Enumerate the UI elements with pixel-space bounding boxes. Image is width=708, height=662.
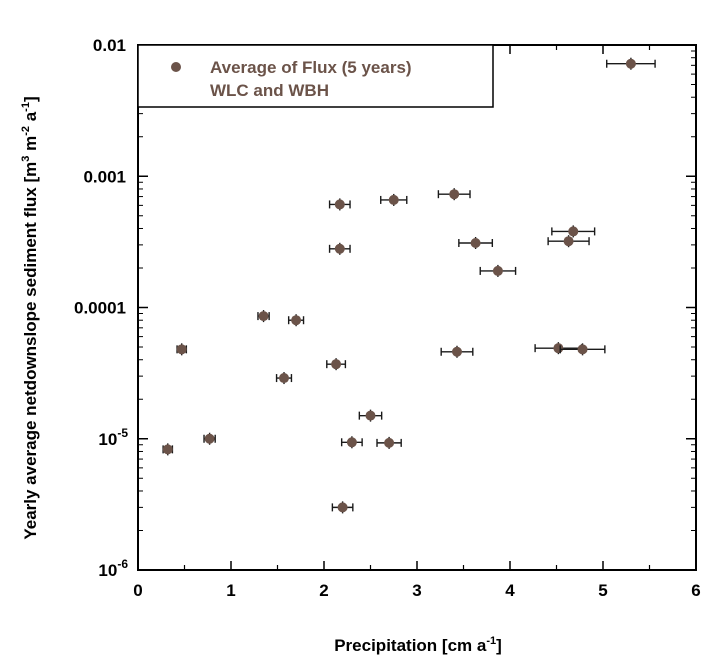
x-axis-title: Precipitation [cm a-1]	[334, 635, 502, 655]
data-point	[470, 238, 481, 249]
y-tick-label: 0.01	[93, 36, 126, 55]
y-tick-label-base: 10	[98, 561, 117, 580]
y-tick-label: 0.0001	[74, 299, 126, 318]
x-tick-label: 4	[505, 581, 515, 600]
x-tick-label: 6	[691, 581, 700, 600]
data-point-group	[275, 372, 293, 385]
data-point-group	[176, 343, 188, 356]
data-point	[334, 199, 345, 210]
data-point	[162, 444, 173, 455]
y-tick-label-exp: -6	[117, 557, 128, 571]
data-point	[334, 243, 345, 254]
y-axis-title-sup2: -2	[20, 126, 32, 136]
x-tick-label: 2	[319, 581, 328, 600]
data-point	[279, 373, 290, 384]
data-point-group	[257, 310, 270, 323]
legend-line-2: WLC and WBH	[210, 81, 329, 100]
y-axis-title-sup1: 3	[20, 156, 32, 162]
y-tick-label: 10-6	[98, 557, 128, 580]
data-point	[365, 410, 376, 421]
x-axis-title-main: Precipitation [cm a	[334, 636, 487, 655]
data-point-group	[440, 345, 474, 358]
x-tick-label: 1	[226, 581, 235, 600]
data-point	[625, 58, 636, 69]
data-point	[384, 437, 395, 448]
y-tick-label: 10-5	[98, 426, 128, 449]
data-point	[553, 343, 564, 354]
y-axis-title-sup3: -1	[20, 102, 32, 112]
data-point-group	[358, 409, 383, 422]
x-tick-label: 3	[412, 581, 421, 600]
data-point	[449, 189, 460, 200]
data-point-group	[328, 242, 351, 255]
data-point-group	[437, 188, 471, 201]
y-axis-title-mid2: a	[21, 111, 40, 126]
data-point-group	[376, 436, 402, 449]
data-point	[492, 265, 503, 276]
data-point-group	[331, 501, 354, 514]
plot-frame	[137, 44, 697, 571]
data-point-group	[287, 314, 305, 327]
x-tick-label: 0	[133, 581, 142, 600]
legend-line-1: Average of Flux (5 years)	[210, 58, 412, 77]
data-point-group	[203, 432, 216, 445]
legend-box	[137, 44, 494, 108]
data-point	[331, 359, 342, 370]
data-point-group	[458, 237, 494, 250]
x-axis-title-end: ]	[496, 636, 502, 655]
data-point-group	[547, 235, 590, 248]
data-point-group	[606, 57, 656, 70]
y-axis-title-end: ]	[21, 96, 40, 102]
data-point	[568, 226, 579, 237]
data-point	[388, 194, 399, 205]
data-point	[337, 502, 348, 513]
data-point	[346, 437, 357, 448]
data-point-group	[380, 193, 408, 206]
data-point-group	[534, 342, 583, 355]
data-point	[577, 344, 588, 355]
data-point-group	[162, 443, 174, 456]
data-point	[204, 433, 215, 444]
y-tick-label-base: 10	[98, 430, 117, 449]
y-tick-label: 0.001	[83, 167, 126, 186]
data-point-group	[340, 436, 363, 449]
data-point	[176, 344, 187, 355]
data-point-group	[328, 198, 351, 211]
legend-marker	[171, 62, 181, 72]
x-tick-label: 5	[598, 581, 607, 600]
data-layer	[162, 57, 656, 514]
data-point	[291, 315, 302, 326]
data-point	[258, 311, 269, 322]
y-axis-title-mid: m	[21, 136, 40, 156]
data-point-group	[479, 264, 517, 277]
y-axis-title-main: Yearly average netdownslope sediment flu…	[21, 162, 40, 540]
data-point	[451, 346, 462, 357]
data-point	[563, 236, 574, 247]
data-point-group	[326, 358, 347, 371]
y-axis-title: Yearly average netdownslope sediment flu…	[20, 96, 40, 539]
data-point-group	[559, 343, 606, 356]
x-axis-title-sup: -1	[486, 635, 496, 647]
y-tick-label-exp: -5	[117, 426, 128, 440]
legend: Average of Flux (5 years) WLC and WBH	[137, 44, 494, 108]
data-point-group	[551, 225, 596, 238]
